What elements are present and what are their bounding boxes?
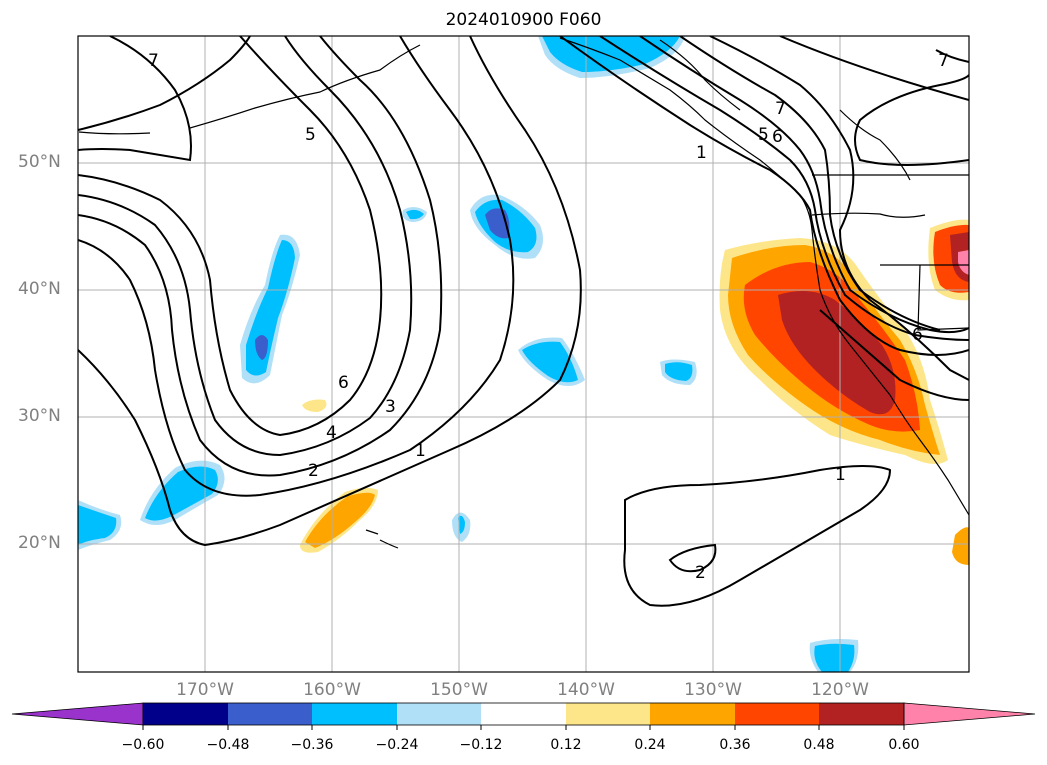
lon-label: 160°W xyxy=(303,680,361,700)
contour-label: 3 xyxy=(385,397,396,417)
contour-label: 6 xyxy=(338,373,349,393)
contour-label: 2 xyxy=(695,563,706,583)
colorbar-tick-label: −0.12 xyxy=(459,737,503,753)
colorbar-segment xyxy=(228,703,312,725)
lon-label: 130°W xyxy=(684,680,742,700)
colorbar-tick-label: −0.24 xyxy=(375,737,419,753)
colorbar-tick-label: −0.48 xyxy=(206,737,250,753)
map-title: 2024010900 F060 xyxy=(445,10,602,30)
colorbar-tick-label: 0.48 xyxy=(803,737,835,753)
map-plot-area: 7 5 7 6 5 1 6 4 3 2 1 1 2 6 7 xyxy=(78,36,969,672)
plot-frame xyxy=(77,35,970,673)
colorbar-low-extend xyxy=(11,702,144,726)
contour-label: 1 xyxy=(835,465,846,485)
lon-label: 140°W xyxy=(557,680,615,700)
contour-label: 2 xyxy=(308,461,319,481)
lat-label: 20°N xyxy=(18,533,61,553)
lat-label: 50°N xyxy=(18,152,61,172)
colorbar-high-extend xyxy=(903,702,1036,726)
contour-label: 7 xyxy=(148,51,159,71)
graticule xyxy=(78,36,969,672)
contour-label: 4 xyxy=(326,423,337,443)
contour-label: 1 xyxy=(696,143,707,163)
colorbar-tick-label: −0.36 xyxy=(290,737,334,753)
lat-label: 40°N xyxy=(18,279,61,299)
colorbar-tick-label: 0.24 xyxy=(634,737,666,753)
colorbar-segment xyxy=(312,703,397,725)
shaded-anomaly-fields xyxy=(78,36,969,672)
colorbar xyxy=(11,702,1036,730)
contour-labels: 7 5 7 6 5 1 6 4 3 2 1 1 2 6 7 xyxy=(148,51,949,583)
colorbar-tick-label: −0.60 xyxy=(121,737,165,753)
lon-label: 150°W xyxy=(430,680,488,700)
colorbar-segment xyxy=(566,703,650,725)
contour-label: 7 xyxy=(775,99,786,119)
colorbar-segment xyxy=(481,703,566,725)
colorbar-segment xyxy=(735,703,819,725)
colorbar-segment xyxy=(397,703,481,725)
colorbar-tick-label: 0.60 xyxy=(888,737,920,753)
lon-label: 120°W xyxy=(811,680,869,700)
lat-label: 30°N xyxy=(18,406,61,426)
colorbar-tick-label: 0.12 xyxy=(550,737,582,753)
colorbar-segment xyxy=(819,703,904,725)
contour-lines xyxy=(78,36,969,607)
colorbar-segment xyxy=(650,703,735,725)
contour-label: 1 xyxy=(415,441,426,461)
contour-label: 5 xyxy=(305,125,316,145)
contour-label: 7 xyxy=(938,51,949,71)
lon-label: 170°W xyxy=(176,680,234,700)
colorbar-segment xyxy=(143,703,228,725)
contour-label: 6 xyxy=(912,325,923,345)
contour-label: 6 xyxy=(772,127,783,147)
contour-label: 5 xyxy=(758,125,769,145)
colorbar-tick-label: 0.36 xyxy=(719,737,751,753)
